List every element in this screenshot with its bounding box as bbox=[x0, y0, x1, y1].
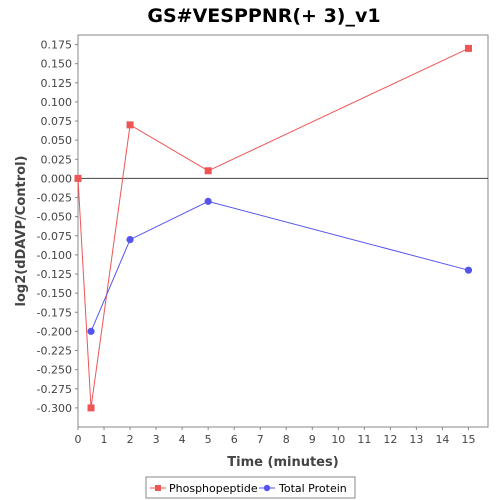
legend-label-total-protein: Total Protein bbox=[278, 482, 347, 495]
chart-title: GS#VESPPNR(+ 3)_v1 bbox=[147, 5, 380, 27]
y-tick-label: 0.125 bbox=[41, 77, 73, 90]
y-tick-label: -0.275 bbox=[37, 383, 72, 396]
data-point-total-protein bbox=[87, 327, 95, 335]
x-tick-label: 2 bbox=[127, 433, 134, 446]
y-tick-label: 0.150 bbox=[41, 58, 73, 71]
y-tick-label: 0.000 bbox=[41, 172, 73, 185]
x-tick-label: 3 bbox=[153, 433, 160, 446]
x-tick-label: 11 bbox=[357, 433, 371, 446]
data-point-phosphopeptide bbox=[74, 174, 82, 182]
data-point-phosphopeptide bbox=[464, 44, 472, 52]
x-tick-label: 7 bbox=[257, 433, 264, 446]
x-axis-label: Time (minutes) bbox=[227, 455, 338, 470]
data-point-total-protein bbox=[126, 236, 134, 244]
x-tick-label: 9 bbox=[309, 433, 316, 446]
y-tick-label: -0.100 bbox=[37, 249, 72, 262]
data-point-phosphopeptide bbox=[204, 167, 212, 175]
y-tick-label: -0.125 bbox=[37, 268, 72, 281]
x-tick-label: 13 bbox=[409, 433, 423, 446]
x-tick-label: 15 bbox=[461, 433, 475, 446]
series-line-total-protein bbox=[90, 200, 469, 332]
y-tick-label: 0.075 bbox=[41, 115, 73, 128]
y-tick-label: -0.200 bbox=[37, 325, 72, 338]
y-tick-label: -0.300 bbox=[37, 402, 72, 415]
y-tick-label: -0.075 bbox=[37, 230, 72, 243]
legend: Phosphopeptide Total Protein bbox=[145, 476, 356, 499]
y-tick-label: 0.175 bbox=[41, 39, 73, 52]
legend-label-phosphopeptide: Phosphopeptide bbox=[169, 482, 258, 495]
legend-marker-total-protein bbox=[263, 484, 271, 492]
x-tick-label: 12 bbox=[383, 433, 397, 446]
x-tick-label: 0 bbox=[75, 433, 82, 446]
y-tick-label: -0.225 bbox=[37, 345, 72, 358]
y-tick-label: 0.050 bbox=[41, 134, 73, 147]
y-tick-label: -0.150 bbox=[37, 287, 72, 300]
x-tick-label: 5 bbox=[205, 433, 212, 446]
x-axis: 0 1 2 3 4 5 6 7 8 9 10 11 12 13 14 15 bbox=[75, 427, 475, 446]
series-layer bbox=[74, 44, 473, 412]
y-tick-label: -0.050 bbox=[37, 211, 72, 224]
data-point-total-protein bbox=[464, 266, 473, 274]
x-tick-label: 14 bbox=[435, 433, 449, 446]
data-point-phosphopeptide bbox=[126, 121, 134, 129]
x-tick-label: 8 bbox=[283, 433, 290, 446]
x-tick-label: 1 bbox=[101, 433, 108, 446]
y-tick-label: -0.025 bbox=[37, 192, 72, 205]
legend-box bbox=[145, 476, 356, 499]
data-point-total-protein bbox=[204, 197, 212, 205]
legend-marker-phosphopeptide bbox=[155, 485, 161, 491]
y-axis: 0.175 0.150 0.125 0.100 0.075 0.050 0.025 0.000… bbox=[37, 39, 78, 415]
x-tick-label: 6 bbox=[231, 433, 238, 446]
y-tick-label: 0.100 bbox=[41, 96, 73, 109]
x-tick-label: 10 bbox=[331, 433, 345, 446]
y-tick-label: -0.175 bbox=[37, 306, 72, 319]
x-tick-label: 4 bbox=[179, 433, 186, 446]
y-tick-label: -0.250 bbox=[37, 364, 72, 377]
data-point-phosphopeptide bbox=[87, 404, 95, 412]
y-tick-label: 0.025 bbox=[41, 153, 73, 166]
plot-area bbox=[77, 34, 489, 428]
y-axis-label: log2(dDAVP/Control) bbox=[14, 156, 29, 307]
